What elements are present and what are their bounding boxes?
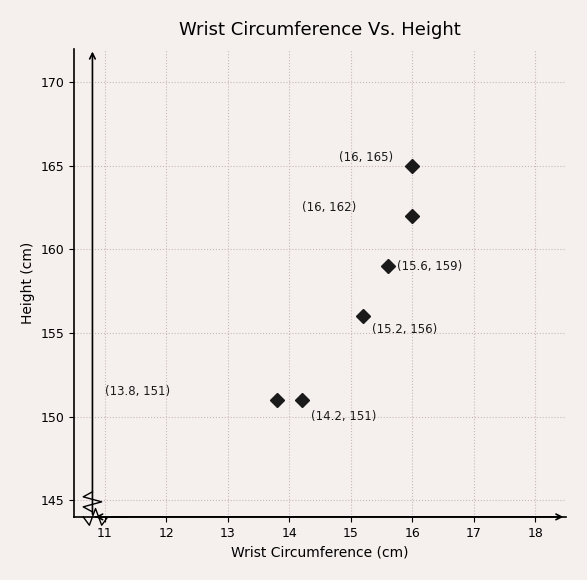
Y-axis label: Height (cm): Height (cm)	[21, 242, 35, 324]
Text: (15.2, 156): (15.2, 156)	[372, 323, 438, 336]
Text: (16, 162): (16, 162)	[302, 201, 356, 214]
X-axis label: Wrist Circumference (cm): Wrist Circumference (cm)	[231, 545, 409, 559]
Title: Wrist Circumference Vs. Height: Wrist Circumference Vs. Height	[179, 21, 461, 39]
Text: (15.6, 159): (15.6, 159)	[397, 260, 462, 273]
Text: (13.8, 151): (13.8, 151)	[104, 385, 170, 398]
Text: (14.2, 151): (14.2, 151)	[311, 410, 376, 423]
Text: (16, 165): (16, 165)	[339, 151, 393, 164]
